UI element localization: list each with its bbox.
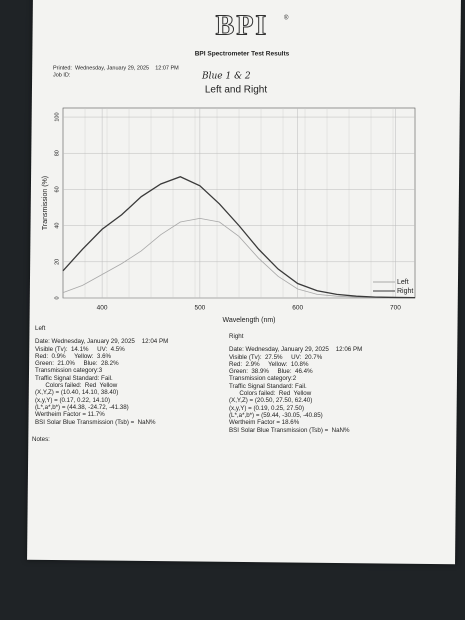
results-line: (L*,a*,b*) = (59.44, -30.05, -40.85) [229,411,323,419]
x-axis-label: Wavelength (nm) [222,317,275,324]
results-line: (x,y,Y) = (0.17, 0.22, 14.10) [35,396,111,404]
results-line: Transmission category:3 [35,367,103,375]
logo-mark: ® [284,15,289,22]
results-line: (x,y,Y) = (0.19, 0.25, 27.50) [229,404,305,412]
results-line: Visible (Tv): 27.5% UV: 20.7% [229,353,323,361]
results-line: (L*,a*,b*) = (44.38, -24.72, -41.38) [35,403,129,411]
results-line: Traffic Signal Standard: Fail. [229,382,307,390]
results-line: Red: 0.9% Yellow: 3.6% [35,352,112,360]
x-tick-label: 400 [97,305,108,312]
results-line: Green: 38.9% Blue: 46.4% [229,368,313,376]
series-line [62,176,416,299]
results-line: Red: 2.9% Yellow: 10.8% [229,360,309,368]
y-tick-label: 0 [54,296,60,299]
results-line: Colors failed: Red Yellow [35,382,118,390]
series-line [62,217,416,299]
y-axis-label: Transmission (%) [42,176,49,230]
results-line: Visible (Tv): 14.1% UV: 4.5% [35,345,125,353]
results-line: Transmission category:2 [229,375,297,383]
x-tick-label: 700 [390,305,401,312]
subtitle: BPI Spectrometer Test Results [195,51,290,58]
y-tick-label: 100 [54,112,60,121]
notes: Notes: [32,436,50,443]
results-line: Traffic Signal Standard: Fail. [35,374,113,382]
results-line: Date: Wednesday, January 29, 2025 12:04 … [35,338,169,346]
chart-title: Left and Right [205,85,267,96]
results-title: Left [35,325,46,332]
results-line: Wertheim Factor = 18.6% [229,419,300,427]
results-line: BSI Solar Blue Transmission (Tsb) = NaN% [229,426,350,434]
results-title: Right [229,333,244,340]
document: BPI ® BPI Spectrometer Test Results Prin… [42,10,416,324]
legend-label: Right [397,288,413,295]
handwritten-note: Blue 1 & 2 [201,72,251,82]
results-block: Right Date: Wednesday, January 29, 2025 1… [229,333,362,434]
y-tick-label: 60 [54,186,60,192]
y-tick-label: 40 [54,223,60,229]
results-line: Colors failed: Red Yellow [229,390,312,398]
y-tick-label: 20 [54,259,60,265]
printed-date: Printed: Wednesday, January 29, 2025 12:… [53,65,179,71]
legend-label: Left [397,279,409,286]
results-line: Wertheim Factor = 11.7% [35,411,105,419]
x-tick-label: 500 [194,305,205,312]
y-tick-label: 80 [54,150,60,156]
results-line: (X,Y,Z) = (10.40, 14.10, 38.40) [35,389,119,397]
results-line: BSI Solar Blue Transmission (Tsb) = NaN% [35,418,156,426]
results-line: Date: Wednesday, January 29, 2025 12:06 … [229,346,363,354]
logo: BPI [216,10,269,41]
x-tick-label: 600 [292,305,303,312]
job-id: Job ID: [53,72,71,78]
results-line: (X,Y,Z) = (20.50, 27.50, 62.40) [229,397,313,405]
results-block: Left Date: Wednesday, January 29, 2025 12… [35,325,168,426]
results-line: Green: 21.0% Blue: 28.2% [35,360,119,368]
